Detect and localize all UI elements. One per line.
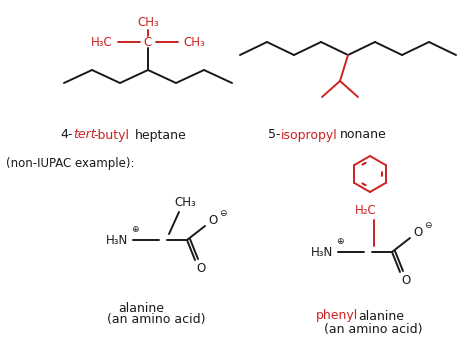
Text: O: O: [196, 262, 206, 274]
Text: 4-: 4-: [60, 129, 73, 141]
Text: 5-: 5-: [268, 129, 281, 141]
Text: CH₃: CH₃: [137, 16, 159, 28]
Text: O: O: [413, 225, 423, 239]
Text: isopropyl: isopropyl: [281, 129, 338, 141]
Text: H₂C: H₂C: [355, 204, 377, 216]
Text: H₃N: H₃N: [106, 234, 128, 246]
Text: (an amino acid): (an amino acid): [324, 323, 422, 335]
Text: (an amino acid): (an amino acid): [107, 314, 206, 326]
Text: ⊖: ⊖: [424, 221, 432, 230]
Text: heptane: heptane: [135, 129, 187, 141]
Text: nonane: nonane: [340, 129, 387, 141]
Text: phenyl: phenyl: [316, 309, 358, 323]
Text: H₃C: H₃C: [91, 36, 113, 48]
Text: tert: tert: [73, 129, 96, 141]
Text: CH₃: CH₃: [183, 36, 205, 48]
Text: C: C: [144, 36, 152, 48]
Text: ⊕: ⊕: [336, 237, 344, 246]
Text: ⊕: ⊕: [131, 225, 139, 235]
Text: alanine: alanine: [358, 309, 404, 323]
Text: alanine: alanine: [118, 302, 164, 314]
Text: CH₃: CH₃: [174, 195, 196, 209]
Text: H₃N: H₃N: [311, 246, 333, 258]
Text: (non-IUPAC example):: (non-IUPAC example):: [6, 157, 135, 169]
Text: O: O: [401, 273, 410, 287]
Text: ⊖: ⊖: [219, 209, 227, 219]
Text: O: O: [209, 214, 218, 226]
Text: -butyl: -butyl: [93, 129, 129, 141]
